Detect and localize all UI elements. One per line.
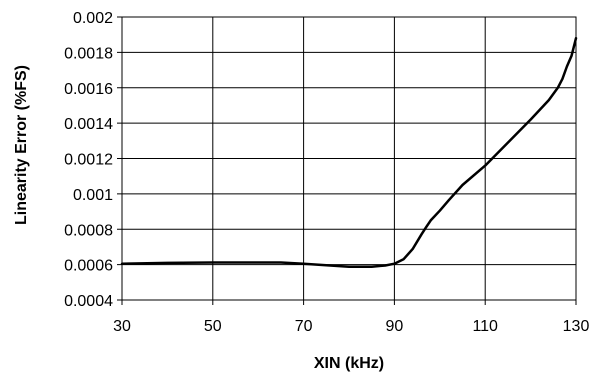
x-tick-label: 50 — [204, 318, 222, 335]
y-tick-label: 0.0008 — [64, 222, 113, 239]
x-tick-label: 90 — [386, 318, 404, 335]
y-axis-title: Linearity Error (%FS) — [13, 65, 30, 225]
x-tick-label: 130 — [563, 318, 590, 335]
series-line — [120, 36, 578, 268]
y-tick-label: 0.0016 — [64, 81, 113, 98]
y-tick-label: 0.0014 — [64, 116, 113, 133]
y-tick-label: 0.0012 — [64, 152, 113, 169]
y-tick-label: 0.001 — [73, 187, 113, 204]
plot-area-border — [121, 16, 577, 301]
x-tick-label: 110 — [472, 318, 498, 335]
x-tick-label: 30 — [113, 318, 131, 335]
y-tick-label: 0.0006 — [64, 258, 113, 275]
series-lines — [120, 36, 578, 268]
y-tick-label: 0.002 — [73, 10, 113, 27]
tick-labels: 30 50 70 90 110 130 0.0004 0.0006 0.0008 0.001 0.0… — [64, 10, 589, 335]
x-axis-title: XIN (kHz) — [314, 355, 384, 372]
x-tick-label: 70 — [295, 318, 313, 335]
y-tick-label: 0.0018 — [64, 45, 113, 62]
y-tick-label: 0.0004 — [64, 293, 113, 310]
